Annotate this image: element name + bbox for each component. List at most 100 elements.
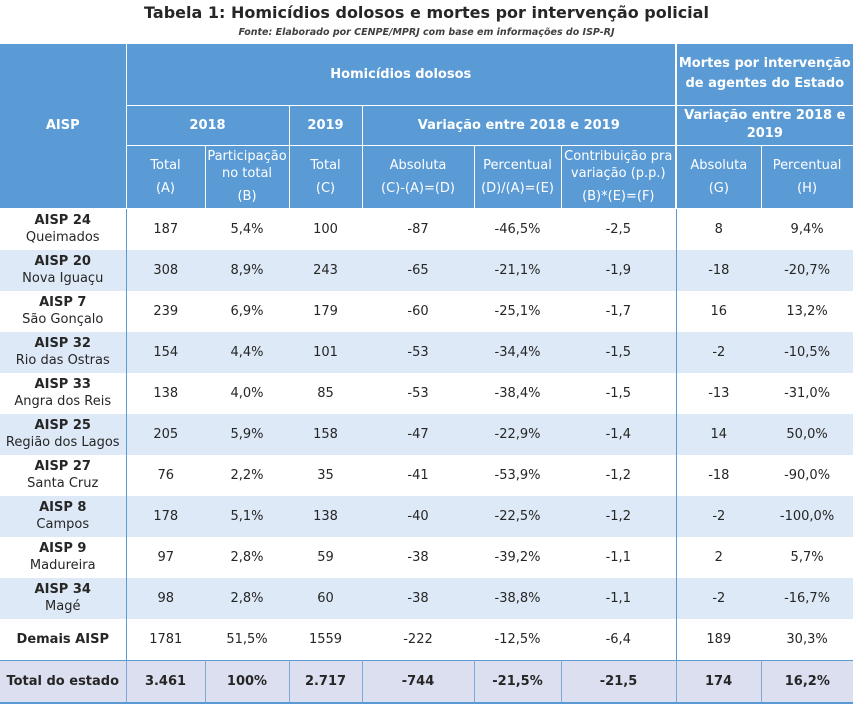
- cell-total-2018: 308: [126, 249, 205, 291]
- header-2019: 2019: [289, 105, 363, 146]
- cell-total-2018: 205: [126, 413, 205, 455]
- cell-absoluta: -41: [362, 454, 474, 496]
- cell-absoluta: -53: [362, 331, 474, 373]
- col-header-contribuicao: Contribuição pra variação (p.p.) (B)*(E)=…: [561, 145, 678, 209]
- cell-participacao: 2,8%: [205, 577, 289, 619]
- cell-total-2019: 243: [289, 249, 362, 291]
- cell-total-2018: 98: [126, 577, 205, 619]
- cell-total-2018: 1781: [126, 618, 205, 660]
- total-mortes-percentual: 16,2%: [761, 659, 853, 704]
- table-row: AISP 24 Queimados 187 5,4% 100 -87 -46,5%…: [0, 208, 853, 250]
- cell-percentual: -39,2%: [474, 536, 561, 578]
- aisp-cell: AISP 25 Região dos Lagos: [0, 413, 127, 455]
- cell-percentual: -21,1%: [474, 249, 561, 291]
- col-header-total-2018: Total (A): [126, 145, 206, 209]
- cell-mortes-percentual: 50,0%: [761, 413, 853, 455]
- cell-total-2019: 85: [289, 372, 362, 414]
- aisp-cell: AISP 32 Rio das Ostras: [0, 331, 127, 373]
- aisp-cell: AISP 34 Magé: [0, 577, 127, 619]
- cell-participacao: 51,5%: [205, 618, 289, 660]
- cell-total-2018: 76: [126, 454, 205, 496]
- total-contribuicao: -21,5: [561, 659, 677, 704]
- cell-absoluta: -53: [362, 372, 474, 414]
- total-percentual: -21,5%: [474, 659, 562, 704]
- table-row: Demais AISP 1781 51,5% 1559 -222 -12,5% …: [0, 618, 853, 660]
- total-participacao: 100%: [205, 659, 290, 704]
- cell-contribuicao: -1,7: [561, 290, 677, 332]
- cell-mortes-percentual: -31,0%: [761, 372, 853, 414]
- table-row: AISP 33 Angra dos Reis 138 4,0% 85 -53 -3…: [0, 372, 853, 414]
- aisp-cell: AISP 9 Madureira: [0, 536, 127, 578]
- cell-absoluta: -38: [362, 577, 474, 619]
- cell-participacao: 4,0%: [205, 372, 289, 414]
- table-row: AISP 20 Nova Iguaçu 308 8,9% 243 -65 -21,…: [0, 249, 853, 291]
- cell-contribuicao: -1,9: [561, 249, 677, 291]
- cell-contribuicao: -6,4: [561, 618, 677, 660]
- cell-participacao: 2,8%: [205, 536, 289, 578]
- cell-mortes-percentual: 5,7%: [761, 536, 853, 578]
- header-homicidios: Homicídios dolosos: [126, 44, 678, 106]
- cell-total-2019: 60: [289, 577, 362, 619]
- col-header-mortes-absoluta: Absoluta (G): [676, 145, 762, 209]
- cell-total-2018: 239: [126, 290, 205, 332]
- cell-total-2019: 179: [289, 290, 362, 332]
- cell-absoluta: -222: [362, 618, 474, 660]
- cell-participacao: 5,9%: [205, 413, 289, 455]
- cell-participacao: 5,1%: [205, 495, 289, 537]
- cell-mortes-absoluta: -2: [676, 331, 762, 373]
- cell-contribuicao: -1,5: [561, 331, 677, 373]
- table-row: AISP 27 Santa Cruz 76 2,2% 35 -41 -53,9% …: [0, 454, 853, 496]
- table-row: AISP 9 Madureira 97 2,8% 59 -38 -39,2% -1…: [0, 536, 853, 578]
- cell-mortes-percentual: -100,0%: [761, 495, 853, 537]
- cell-mortes-absoluta: -18: [676, 454, 762, 496]
- cell-total-2019: 59: [289, 536, 362, 578]
- table-body: AISP 24 Queimados 187 5,4% 100 -87 -46,5%…: [0, 208, 853, 704]
- data-table: AISP Homicídios dolosos Mortes por inter…: [0, 44, 853, 704]
- cell-total-2018: 178: [126, 495, 205, 537]
- col-header-absoluta: Absoluta (C)-(A)=(D): [362, 145, 475, 209]
- col-header-participacao: Participação no total (B): [205, 145, 290, 209]
- cell-participacao: 8,9%: [205, 249, 289, 291]
- cell-contribuicao: -1,2: [561, 454, 677, 496]
- cell-total-2019: 138: [289, 495, 362, 537]
- cell-mortes-absoluta: -13: [676, 372, 762, 414]
- aisp-cell: AISP 33 Angra dos Reis: [0, 372, 127, 414]
- total-mortes-absoluta: 174: [676, 659, 762, 704]
- table-title: Tabela 1: Homicídios dolosos e mortes po…: [144, 3, 709, 22]
- cell-contribuicao: -1,1: [561, 577, 677, 619]
- header-mortes: Mortes por intervenção de agentes do Est…: [676, 44, 853, 106]
- cell-total-2018: 97: [126, 536, 205, 578]
- cell-percentual: -46,5%: [474, 208, 561, 250]
- cell-absoluta: -87: [362, 208, 474, 250]
- cell-absoluta: -47: [362, 413, 474, 455]
- cell-total-2019: 101: [289, 331, 362, 373]
- cell-participacao: 4,4%: [205, 331, 289, 373]
- cell-mortes-absoluta: -2: [676, 577, 762, 619]
- table-row: AISP 34 Magé 98 2,8% 60 -38 -38,8% -1,1 -…: [0, 577, 853, 619]
- header-variacao-mortes: Variação entre 2018 e 2019: [676, 105, 853, 146]
- header-variacao: Variação entre 2018 e 2019: [362, 105, 678, 146]
- cell-percentual: -38,4%: [474, 372, 561, 414]
- table-source: Fonte: Elaborado por CENPE/MPRJ com base…: [238, 27, 615, 38]
- cell-percentual: -34,4%: [474, 331, 561, 373]
- cell-mortes-percentual: 30,3%: [761, 618, 853, 660]
- cell-participacao: 6,9%: [205, 290, 289, 332]
- cell-mortes-absoluta: 8: [676, 208, 762, 250]
- cell-mortes-absoluta: 14: [676, 413, 762, 455]
- aisp-cell: AISP 24 Queimados: [0, 208, 127, 250]
- cell-mortes-absoluta: 16: [676, 290, 762, 332]
- cell-mortes-percentual: -20,7%: [761, 249, 853, 291]
- total-total-2018: 3.461: [126, 659, 206, 704]
- cell-total-2018: 154: [126, 331, 205, 373]
- cell-absoluta: -38: [362, 536, 474, 578]
- cell-contribuicao: -1,5: [561, 372, 677, 414]
- cell-contribuicao: -1,1: [561, 536, 677, 578]
- cell-mortes-percentual: -90,0%: [761, 454, 853, 496]
- cell-total-2019: 158: [289, 413, 362, 455]
- table-row: AISP 25 Região dos Lagos 205 5,9% 158 -47…: [0, 413, 853, 455]
- cell-total-2019: 1559: [289, 618, 362, 660]
- cell-total-2018: 138: [126, 372, 205, 414]
- cell-percentual: -53,9%: [474, 454, 561, 496]
- total-total-2019: 2.717: [289, 659, 363, 704]
- cell-percentual: -22,9%: [474, 413, 561, 455]
